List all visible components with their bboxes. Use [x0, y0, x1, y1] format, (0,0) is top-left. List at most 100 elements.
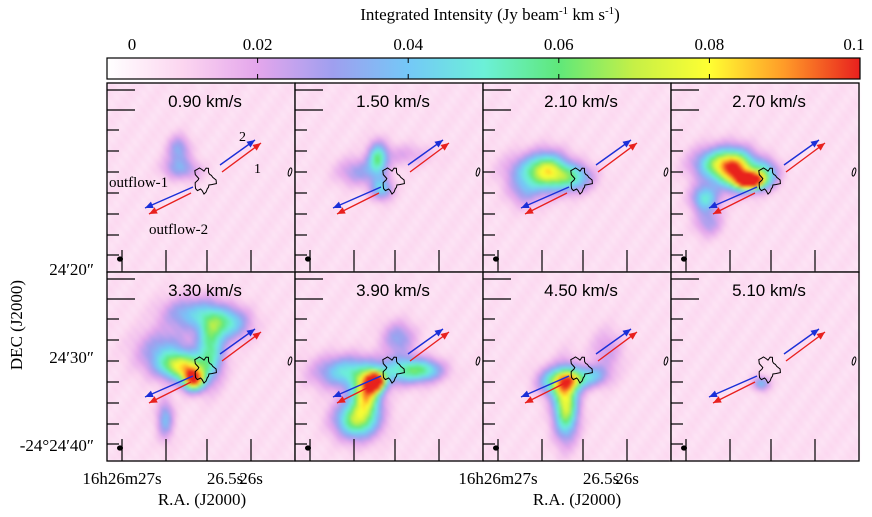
outflow-arrow-blue-head [434, 140, 443, 148]
beam-ellipse [287, 167, 293, 177]
outflow-arrow-red-head [149, 207, 158, 214]
continuum-contour [382, 167, 405, 195]
beam-ellipse [851, 167, 857, 177]
continuum-contour [758, 356, 781, 384]
colorbar-label: Integrated Intensity (Jy beam-1 km s-1) [360, 5, 620, 24]
y-axis-label: DEC (J2000) [7, 280, 26, 370]
channel-panel: 3.90 km/s [294, 271, 484, 462]
outflow-arrow-red [785, 142, 826, 173]
outflow-arrow-blue-head [246, 329, 255, 337]
continuum-contour [758, 167, 781, 195]
panel-ticks [671, 278, 816, 461]
outflow-arrow-red-head [816, 332, 825, 340]
outflow-arrow-blue-head [333, 390, 342, 397]
outflow-arrow-red-head [628, 143, 637, 151]
outflow-arrow-red-head [149, 396, 158, 403]
outflow-arrow-red-head [252, 143, 261, 151]
outflow-arrow-blue [332, 186, 382, 209]
channel-panels: 0.90 km/s outflow-1 outflow-2 1 2 1.50 km/s 2.… [106, 82, 860, 462]
outflow-arrow-blue-head [622, 140, 631, 148]
panel-ticks [295, 278, 440, 461]
outflow-arrow-blue-head [709, 390, 718, 397]
emission-map [107, 272, 295, 461]
velocity-label: 1.50 km/s [356, 92, 430, 111]
colorbar-tick-label: 0.04 [393, 35, 423, 54]
outflow-arrow-blue-head [521, 201, 530, 208]
y-tick-label: 24′20″ [49, 260, 94, 279]
outflow-arrow-red-head [628, 332, 637, 340]
outflow-arrow-blue [520, 186, 570, 209]
x-tick-label: 26.5s [583, 469, 619, 488]
outflow-arrow-red [597, 331, 638, 362]
outflow-arrow-red-head [440, 332, 449, 340]
outflow-arrow-blue-head [521, 390, 530, 397]
outflow-arrow-blue-head [145, 390, 154, 397]
beam-ellipse [663, 167, 669, 177]
x-axis-label-right: R.A. (J2000) [533, 490, 621, 509]
channel-panel: 2.70 km/s [670, 82, 860, 273]
channel-panel: 2.10 km/s [482, 82, 672, 273]
panel-ticks [483, 278, 628, 461]
emission-map [671, 272, 859, 461]
outflow-arrow-red-head [337, 207, 346, 214]
emission-map [295, 272, 483, 461]
beam-ellipse [475, 356, 481, 366]
x-tick-label: 26s [615, 469, 639, 488]
outflow-arrow-red [597, 142, 638, 173]
colorbar-tick-label: 0.06 [544, 35, 574, 54]
beam-ellipse [663, 356, 669, 366]
emission-map [483, 83, 671, 272]
emission-map [107, 83, 295, 272]
channel-panel: 4.50 km/s [482, 271, 672, 462]
outflow-arrow-blue-head [810, 140, 819, 148]
velocity-label: 2.10 km/s [544, 92, 618, 111]
velocity-label: 3.90 km/s [356, 281, 430, 300]
velocity-label: 3.30 km/s [168, 281, 242, 300]
colorbar-tick-label: 0.02 [243, 35, 273, 54]
outflow-arrow-red [785, 331, 826, 362]
colorbar-tick-labels: 0 0.02 0.04 0.06 0.08 0.1 [128, 35, 865, 54]
panel-ticks [483, 89, 628, 272]
y-tick-label: 24′30″ [49, 348, 94, 367]
outflow-arrow-red-head [440, 143, 449, 151]
emission-map [671, 83, 859, 272]
x-axis-label-left: R.A. (J2000) [158, 490, 246, 509]
x-tick-label: 26s [239, 469, 263, 488]
colorbar [106, 57, 861, 80]
panel-ticks [107, 278, 252, 461]
emission-map [483, 272, 671, 461]
x-tick-label: 16h26m27s [458, 469, 537, 488]
beam-ellipse [287, 356, 293, 366]
x-tick-label: 16h26m27s [82, 469, 161, 488]
velocity-label: 4.50 km/s [544, 281, 618, 300]
channel-panel: 0.90 km/s outflow-1 outflow-2 1 2 [106, 82, 296, 273]
channel-panel: 3.30 km/s [106, 271, 296, 462]
panel-ticks [295, 89, 440, 272]
continuum-contour [382, 356, 405, 384]
outflow-arrow-red [409, 142, 450, 173]
outflow-arrow-blue [144, 186, 194, 209]
outflow-arrow-blue [332, 375, 382, 398]
colorbar-tick-label: 0.08 [695, 35, 725, 54]
panel-ticks [107, 89, 252, 272]
annotation-label: outflow-2 [149, 222, 208, 238]
velocity-label: 2.70 km/s [732, 92, 806, 111]
velocity-label: 0.90 km/s [168, 92, 242, 111]
channel-panel: 1.50 km/s [294, 82, 484, 273]
outflow-arrow-blue-head [810, 329, 819, 337]
x-tick-label: 26.5s [207, 469, 243, 488]
channel-panel: 5.10 km/s [670, 271, 860, 462]
outflow-arrow-blue-head [622, 329, 631, 337]
emission-map [295, 83, 483, 272]
outflow-arrow-red-head [525, 207, 534, 214]
outflow-arrow-blue-head [246, 140, 255, 148]
continuum-contour [570, 167, 593, 195]
outflow-arrow-red [221, 142, 262, 173]
annotation-label: 2 [239, 130, 246, 145]
outflow-arrow-blue [144, 375, 194, 398]
y-tick-label: -24°24′40″ [20, 436, 94, 455]
outflow-arrow-blue-head [709, 201, 718, 208]
